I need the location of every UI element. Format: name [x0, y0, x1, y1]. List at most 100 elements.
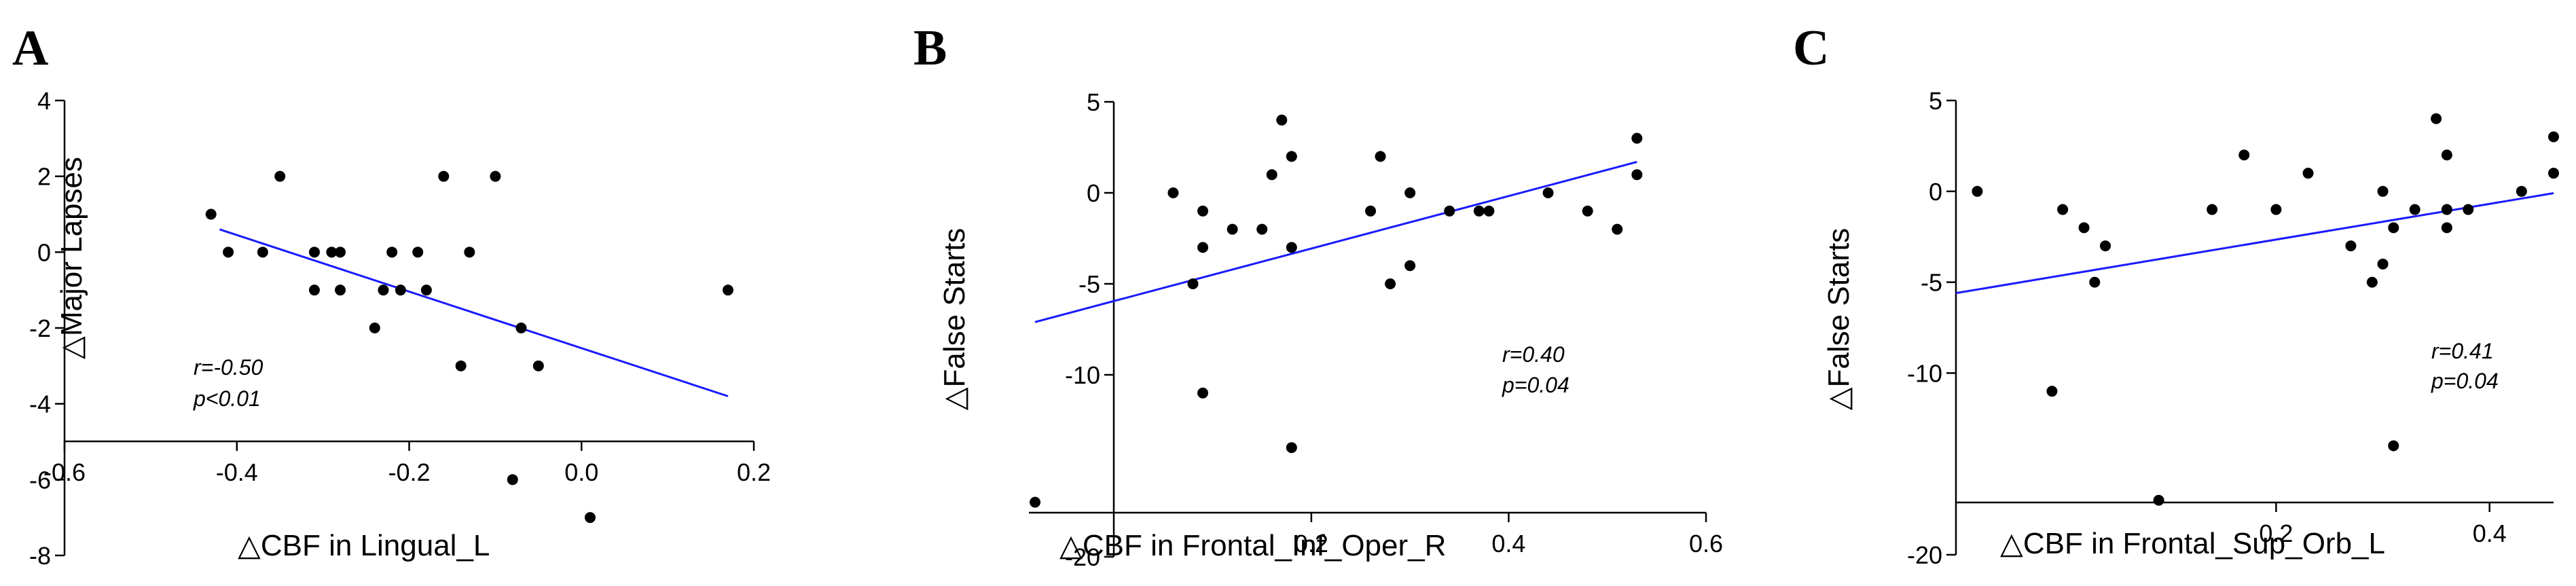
data-point: [2463, 204, 2474, 215]
data-point: [2153, 494, 2164, 506]
data-point: [1473, 205, 1485, 217]
data-point: [1197, 205, 1209, 217]
data-point: [335, 246, 346, 258]
y-tick-label: -5: [1921, 269, 1942, 297]
data-point: [2270, 204, 2282, 215]
data-point: [2431, 113, 2442, 124]
x-tick-label: 0.2: [1294, 530, 1328, 557]
y-tick-label: 0: [37, 238, 51, 266]
data-point: [438, 170, 450, 182]
data-point: [1187, 278, 1199, 289]
data-point: [2377, 185, 2389, 197]
data-point: [532, 360, 544, 371]
data-point: [378, 285, 389, 296]
data-point: [1286, 242, 1297, 253]
data-point: [1256, 223, 1268, 235]
x-tick-label: 0.0: [564, 458, 598, 486]
data-point: [335, 285, 346, 296]
data-point: [2441, 222, 2452, 234]
data-point: [395, 285, 406, 296]
data-point: [223, 246, 234, 258]
data-point: [1375, 151, 1386, 162]
data-point: [1404, 187, 1416, 198]
data-point: [386, 246, 398, 258]
data-point: [2207, 204, 2218, 215]
data-point: [1227, 223, 1238, 235]
x-axis-label: △CBF in Lingual_L: [238, 529, 490, 562]
y-tick-label: -6: [29, 466, 51, 494]
y-axis-label: △False Starts: [938, 228, 971, 411]
data-point: [274, 170, 286, 182]
y-tick-label: -10: [1065, 361, 1100, 389]
p-value: p=0.04: [2431, 369, 2499, 393]
x-tick-label: 0.4: [2473, 519, 2507, 547]
data-point: [2548, 131, 2559, 143]
y-tick-label: -5: [1078, 270, 1100, 298]
scatter-panel-c: C △False Starts -20 -10 -5 0 5 0.2 0.4 r=0.41…: [1779, 0, 2576, 586]
x-tick-label: 0.4: [1491, 530, 1525, 557]
x-tick-label: -0.2: [388, 458, 430, 486]
data-point: [2078, 222, 2090, 234]
data-point: [1542, 187, 1554, 198]
data-point: [1444, 205, 1455, 217]
data-point: [2345, 240, 2357, 252]
x-tick-label: 0.2: [2259, 519, 2293, 547]
data-point: [490, 170, 501, 182]
regression-line: [219, 228, 729, 397]
data-point: [1612, 223, 1623, 235]
data-point: [2441, 149, 2452, 161]
data-point: [1385, 278, 1396, 289]
data-point: [515, 323, 527, 333]
data-point: [2377, 258, 2389, 270]
data-point: [1972, 185, 1983, 197]
data-point: [2388, 440, 2399, 452]
correlation-r: r=0.40: [1502, 342, 1565, 367]
y-tick-label: -20: [1065, 543, 1100, 571]
scatter-plot-c: C △False Starts -20 -10 -5 0 5 0.2 0.4 r=0.41…: [1793, 20, 2559, 569]
data-point: [1483, 205, 1495, 217]
p-value: p=0.04: [1502, 373, 1570, 397]
data-point: [2100, 240, 2111, 252]
x-tick-label: 0.6: [1689, 530, 1723, 557]
data-point: [1167, 187, 1179, 198]
panel-letter: C: [1793, 20, 1829, 76]
regression-line: [1955, 191, 2554, 295]
data-point: [2388, 222, 2399, 234]
data-point: [1197, 242, 1209, 253]
y-tick-label: -8: [29, 542, 51, 570]
y-axis-label: △False Starts: [1822, 228, 1855, 411]
regression-line: [1034, 160, 1637, 323]
scatter-panel-b: B △False Starts -20 -10 -5 0 5 0.2 0.4 0.6 r=0…: [883, 0, 1732, 586]
data-point: [1582, 205, 1593, 217]
data-point: [1286, 151, 1297, 162]
data-point: [2409, 204, 2420, 215]
data-point: [1276, 114, 1288, 126]
y-tick-label: 0: [1929, 178, 1942, 206]
data-point: [1266, 169, 1277, 181]
data-point: [205, 208, 217, 220]
data-point: [420, 285, 432, 296]
x-tick-label: -0.4: [216, 458, 258, 486]
y-tick-label: 5: [1929, 87, 1942, 115]
data-point: [722, 285, 733, 296]
correlation-r: r=-0.50: [194, 355, 263, 380]
data-point: [308, 246, 320, 258]
x-tick-label: 0.2: [737, 458, 771, 486]
y-tick-label: 4: [37, 87, 51, 115]
y-tick-label: 5: [1087, 88, 1100, 116]
data-point: [1631, 169, 1643, 181]
data-point: [2302, 168, 2314, 179]
data-point: [2366, 276, 2378, 288]
data-point: [1631, 132, 1643, 144]
data-point: [326, 246, 338, 258]
data-point: [2516, 185, 2527, 197]
data-point: [1197, 387, 1209, 399]
data-point: [584, 512, 596, 524]
data-point: [2238, 149, 2250, 161]
data-point: [257, 246, 268, 258]
y-tick-label: -10: [1907, 359, 1942, 387]
y-tick-label: -20: [1907, 541, 1942, 569]
data-point: [464, 246, 475, 258]
data-point: [2057, 204, 2069, 215]
